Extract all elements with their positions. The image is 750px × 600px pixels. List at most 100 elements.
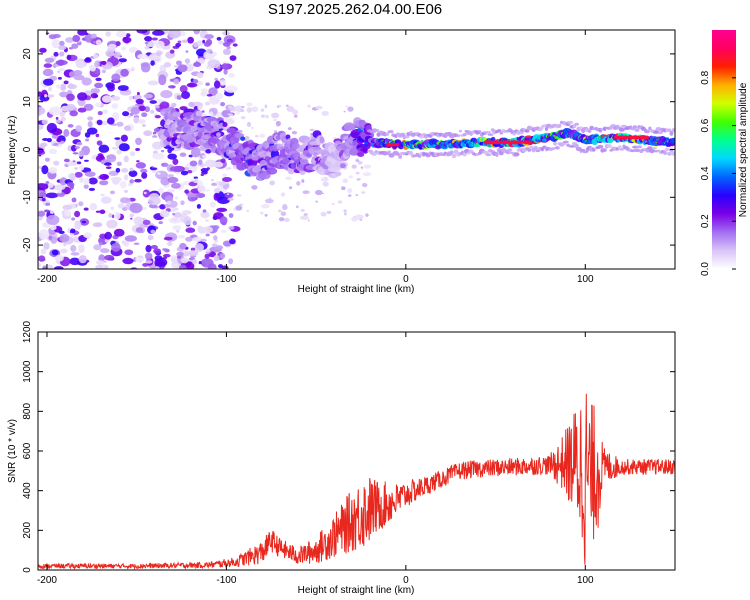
spectrogram-noise-cell [129,213,135,218]
spectrogram-noise-cell [114,211,121,220]
spectrogram-noise-cell [181,91,191,100]
spectrogram-noise-cell [255,135,259,138]
spectrogram-noise-cell [209,111,214,117]
spectrogram-noise-cell [206,48,213,54]
spectrogram-noise-cell [96,119,103,126]
spectrogram-noise-cell [321,192,325,195]
spectrogram-noise-cell [361,182,368,188]
spectrogram-noise-cell [42,138,49,141]
spectrogram-noise-cell [71,217,76,221]
spectrogram-noise-cell [69,257,81,266]
spectrogram-noise-cell [49,210,55,214]
spectrogram-signal-cell [195,110,203,117]
spectrogram-noise-cell [133,94,142,100]
spectrogram-noise-cell [48,34,57,40]
spectrogram-noise-cell [121,168,129,173]
spectrogram-noise-cell [128,95,133,101]
spectrogram-noise-cell [142,124,146,127]
spectrogram-noise-cell [213,80,221,89]
spectrogram-noise-cell [53,160,60,166]
spectrogram-noise-cell [128,170,138,177]
snr-y-tick-label: 800 [22,403,33,420]
spectrogram-noise-cell [43,78,54,86]
spectrogram-noise-cell [136,30,148,34]
spectrogram-halo-cell [512,132,517,136]
spectrogram-noise-cell [142,219,151,226]
spectrogram-noise-cell [180,170,189,176]
spectrogram-noise-cell [152,30,165,36]
spectrogram-noise-cell [214,77,219,81]
spectrogram-noise-cell [147,234,154,241]
spectrogram-noise-cell [201,110,205,113]
spectrogram-noise-cell [144,35,153,42]
spectrogram-noise-cell [56,70,61,73]
spectrogram-noise-cell [135,98,144,105]
spectrogram-noise-cell [219,253,226,259]
spectrogram-halo-cell [495,152,499,157]
spectrogram-noise-cell [227,105,233,108]
spectrogram-noise-cell [74,210,81,218]
spectrogram-noise-cell [178,264,187,269]
spectrogram-noise-cell [140,62,151,73]
spectrogram-noise-cell [104,238,110,243]
spectrogram-noise-cell [157,172,161,175]
spectrogram-noise-cell [320,211,327,217]
spectrogram-noise-cell [81,77,92,86]
spectrogram-noise-cell [88,187,96,191]
spectrogram-noise-cell [75,60,85,69]
spectrogram-noise-cell [44,157,50,162]
spectrogram-halo-cell [569,145,576,148]
spectrogram-noise-cell [144,41,149,45]
spectrogram-y-axis: -20 -10 0 10 20 [22,48,675,252]
spectrogram-noise-cell [42,68,54,77]
spectrogram-noise-cell [284,217,290,223]
spectrogram-noise-cell [100,193,105,197]
spectrogram-noise-cell [86,127,98,135]
spectrogram-noise-cell [92,53,99,59]
spectrogram-noise-cell [198,260,202,265]
spectrogram-halo-cell [656,149,661,153]
spectrogram-y-label: Frequency (Hz) [7,116,18,185]
spectrogram-noise-cell [220,102,226,107]
spectrogram-noise-cell [355,159,360,162]
spectrogram-noise-cell [303,213,308,216]
spectrogram-noise-cell [83,103,94,111]
spectrogram-noise-cell [38,124,44,130]
spectrogram-noise-cell [121,46,127,51]
spectrogram-noise-cell [271,112,280,119]
spectrogram-noise-cell [68,71,76,78]
spectrogram-signal-cell [343,122,356,131]
colorbar-tick-label: 0.4 [700,166,711,180]
spectrogram-noise-cell [74,167,78,170]
spectrogram-halo-cell [619,148,624,151]
spectrogram-noise-cell [115,41,121,47]
spectrogram-noise-cell [66,160,79,166]
spectrogram-noise-cell [222,173,227,178]
spectrogram-noise-cell [176,95,182,100]
spectrogram-x-tick-label: 100 [577,274,594,285]
spectrogram-halo-cell [632,145,638,149]
spectrogram-noise-cell [99,180,109,186]
spectrogram-noise-cell [78,244,85,253]
spectrogram-noise-cell [228,167,232,170]
spectrogram-halo-cell [398,154,403,159]
spectrogram-noise-cell [116,161,122,167]
spectrogram-noise-cell [87,121,93,128]
spectrogram-noise-cell [55,59,68,66]
spectrogram-noise-cell [48,148,58,155]
spectrogram-noise-cell [141,172,148,179]
spectrogram-noise-cell [163,62,172,68]
spectrogram-noise-cell [365,213,369,217]
spectrogram-noise-cell [72,152,79,155]
spectrogram-noise-cell [163,236,173,241]
spectrogram-noise-cell [205,219,209,222]
spectrogram-noise-cell [265,114,269,119]
spectrogram-noise-cell [48,167,58,174]
spectrogram-noise-cell [307,104,311,108]
spectrogram-noise-cell [193,61,202,68]
spectrogram-x-tick-label: -200 [37,274,57,285]
spectrogram-noise-cell [176,251,184,257]
spectrogram-noise-cell [326,210,332,214]
spectrogram-noise-cell [41,165,49,175]
spectrogram-noise-cell [219,216,228,225]
